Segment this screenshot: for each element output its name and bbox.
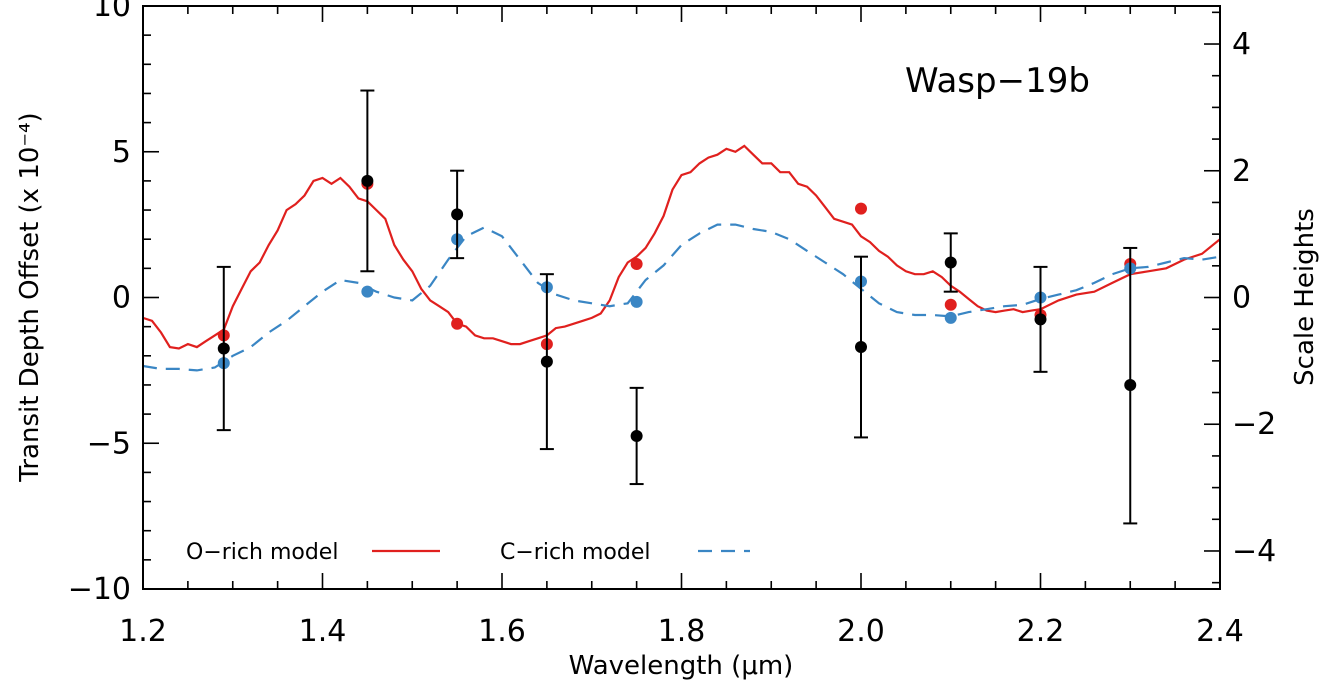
o-rich-model-point bbox=[451, 317, 464, 330]
plot-frame bbox=[142, 5, 1221, 590]
y2-axis-label: Scale Heights bbox=[1290, 208, 1320, 386]
y2-tick-label: 0 bbox=[1232, 281, 1251, 316]
c-rich-model-point bbox=[630, 295, 643, 308]
y-axis-label: Transit Depth Offset (x 10⁻⁴) bbox=[15, 112, 45, 482]
y-tick-label: 5 bbox=[112, 135, 131, 170]
x-tick-label: 1.4 bbox=[299, 614, 347, 649]
planet-annotation: Wasp−19b bbox=[905, 61, 1090, 101]
observation-point bbox=[1124, 378, 1137, 391]
y2-tick-label: 2 bbox=[1232, 154, 1251, 189]
y-tick-label: −10 bbox=[68, 572, 131, 607]
x-tick-label: 1.8 bbox=[658, 614, 706, 649]
x-tick-label: 2.4 bbox=[1196, 614, 1244, 649]
x-tick-label: 1.6 bbox=[478, 614, 526, 649]
y-tick-label: 0 bbox=[112, 281, 131, 316]
legend-label-c-rich: C−rich model bbox=[500, 540, 651, 565]
o-rich-model-point bbox=[944, 298, 957, 311]
observation-point bbox=[1034, 313, 1047, 326]
observation-point bbox=[217, 342, 230, 355]
observation-point bbox=[944, 256, 957, 269]
tick-labels-layer: 1.2 1.4 1.6 1.8 2.0 2.2 2.4 10 5 0 −5 −10 4 2 0 −2 −4 bbox=[68, 0, 1277, 649]
observation-point bbox=[540, 355, 553, 368]
x-tick-label: 2.2 bbox=[1017, 614, 1065, 649]
y2-tick-label: 4 bbox=[1232, 27, 1251, 62]
observation-point bbox=[855, 341, 867, 354]
legend-label-o-rich: O−rich model bbox=[186, 540, 338, 565]
y2-tick-label: −2 bbox=[1232, 407, 1276, 442]
ticks-layer bbox=[142, 5, 1221, 590]
o-rich-model-point bbox=[630, 257, 643, 270]
observation-point bbox=[451, 208, 464, 221]
c-rich-model-point bbox=[944, 311, 957, 324]
c-rich-model-point bbox=[361, 285, 374, 298]
y-tick-label: 10 bbox=[93, 0, 131, 24]
o-rich-model-point bbox=[855, 202, 867, 215]
points-layer bbox=[216, 89, 1138, 525]
x-tick-label: 2.0 bbox=[837, 614, 885, 649]
observation-point bbox=[630, 429, 643, 442]
o-rich-model-line bbox=[143, 144, 1220, 350]
x-axis-label: Wavelength (μm) bbox=[569, 651, 794, 681]
y2-tick-label: −4 bbox=[1232, 534, 1276, 569]
legend: O−rich model C−rich model bbox=[186, 540, 750, 565]
x-tick-label: 1.2 bbox=[119, 614, 167, 649]
c-rich-model-line bbox=[143, 223, 1220, 372]
observation-point bbox=[361, 174, 374, 187]
y-tick-label: −5 bbox=[87, 426, 131, 461]
